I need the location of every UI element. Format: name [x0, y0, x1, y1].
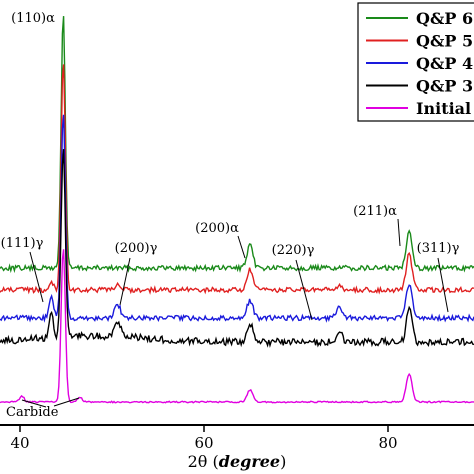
x-axis-title: 2θ (degree): [188, 452, 287, 471]
peak-pointer: [119, 257, 131, 306]
series-line-initial: [0, 249, 474, 404]
carbide-pointer: [53, 397, 80, 407]
series-line-q-p-4: [0, 114, 474, 323]
x-tick-label: 60: [194, 434, 213, 452]
peak-label: (110)α: [11, 11, 55, 26]
peak-pointer: [397, 218, 401, 247]
x-tick-label: 80: [378, 434, 397, 452]
peak-label: (200)α: [195, 221, 239, 236]
peak-label: (220)γ: [272, 243, 315, 258]
x-axis-title-unit: degree: [219, 452, 280, 471]
series-line-q-p-6: [0, 16, 474, 274]
peak-pointer: [295, 259, 313, 321]
series-line-q-p-5: [0, 64, 474, 295]
legend-label: Q&P 3: [416, 77, 473, 96]
peak-labels: (110)α (200)α (211)α (111)γ (200)γ (220)γ (311…: [1, 11, 460, 420]
peak-pointer: [237, 235, 246, 259]
x-tick-label: 40: [10, 434, 29, 452]
legend-label: Q&P 4: [416, 54, 473, 73]
legend-label: Initial: [416, 99, 471, 118]
peak-label: (311)γ: [417, 241, 460, 256]
x-axis-title-suffix: ): [280, 452, 286, 471]
peak-pointer: [29, 251, 44, 303]
peak-label: (111)γ: [1, 236, 44, 251]
x-ticks: 40 60 80: [10, 425, 398, 452]
x-axis-title-prefix: 2θ (: [188, 452, 219, 471]
legend: Q&P 6 Q&P 5 Q&P 4 Q&P 3 Initial: [357, 2, 474, 122]
peak-label: (211)α: [353, 204, 397, 219]
series-line-q-p-3: [0, 149, 474, 349]
peak-pointer: [437, 257, 449, 313]
legend-label: Q&P 5: [416, 32, 473, 51]
peak-label: (200)γ: [115, 241, 158, 256]
series-layer: [0, 16, 474, 404]
carbide-annotation: Carbide: [6, 405, 59, 420]
legend-label: Q&P 6: [416, 9, 473, 28]
carbide-pointer: [21, 399, 47, 408]
